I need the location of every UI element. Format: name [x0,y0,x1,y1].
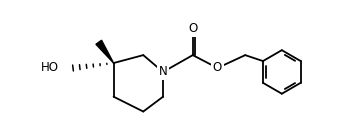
Text: HO: HO [41,62,59,75]
Polygon shape [96,40,114,63]
Text: O: O [188,22,197,35]
Text: O: O [213,62,222,75]
Text: N: N [159,65,167,78]
